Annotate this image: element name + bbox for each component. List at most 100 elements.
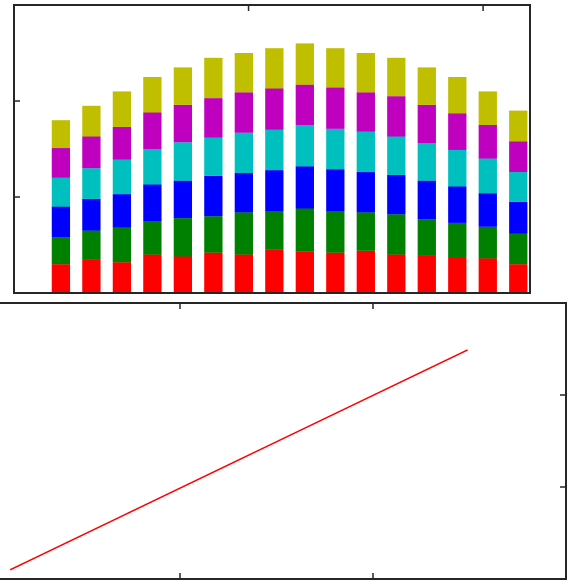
bar-segment	[143, 184, 162, 221]
bar-segment	[478, 91, 497, 125]
bar-segment	[387, 136, 406, 175]
bar-segment	[478, 226, 497, 259]
bar-segment	[509, 264, 528, 293]
bar-segment	[234, 173, 254, 213]
axes-frame	[13, 4, 531, 294]
bar-segment	[82, 259, 101, 293]
panel	[0, 302, 567, 580]
bar-segment	[417, 143, 436, 181]
plot-area	[9, 349, 468, 571]
bar-segment	[356, 53, 375, 93]
bar-segment	[204, 216, 223, 253]
bar-segment	[448, 257, 467, 293]
panel	[13, 4, 531, 294]
bar-segment	[204, 175, 223, 217]
bar-segment	[356, 250, 375, 293]
bar-segment	[143, 149, 162, 185]
bar-segment	[51, 206, 71, 238]
bar-segment	[143, 221, 162, 255]
bar-segment	[387, 254, 406, 293]
bar-segment	[143, 112, 162, 149]
bar-segment	[51, 177, 71, 207]
bar-segment	[51, 120, 71, 149]
bar-segment	[51, 264, 71, 293]
plot-area	[51, 43, 528, 293]
bar-segment	[265, 48, 284, 89]
bar-segment	[173, 142, 193, 181]
bar-segment	[234, 254, 254, 293]
bar-segment	[265, 88, 284, 130]
bar-segment	[82, 105, 101, 137]
bar-segment	[173, 256, 193, 293]
bar-segment	[509, 201, 528, 234]
bar-segment	[204, 98, 223, 138]
bar-segment	[295, 251, 314, 293]
bar-segment	[295, 125, 314, 167]
bar-segment	[417, 255, 436, 293]
bar-segment	[112, 227, 132, 263]
bar-segment	[295, 208, 314, 252]
bar-segment	[509, 172, 528, 202]
bar-segment	[326, 252, 345, 293]
bar-segment	[265, 211, 284, 250]
bar-segment	[173, 180, 193, 219]
bar-segment	[356, 172, 375, 213]
bar-segment	[82, 198, 101, 231]
bar-segment	[112, 262, 132, 293]
bar-segment	[417, 104, 436, 144]
bar-segment	[234, 92, 254, 133]
bar-segment	[173, 104, 193, 143]
bar-segment	[82, 136, 101, 169]
bar-segment	[448, 222, 467, 258]
bar-segment	[478, 158, 497, 194]
bar-segment	[509, 110, 528, 142]
bar-segment	[295, 166, 314, 209]
line	[9, 349, 468, 571]
bar-segment	[112, 91, 132, 127]
bar-segment	[204, 57, 223, 99]
bar-segment	[448, 113, 467, 150]
axes-frame	[0, 302, 567, 580]
bar-segment	[387, 96, 406, 137]
bar-segment	[478, 258, 497, 293]
bar-segment	[265, 249, 284, 293]
bar-segment	[448, 77, 467, 114]
bar-segment	[265, 170, 284, 212]
bar-segment	[448, 186, 467, 223]
bar-segment	[478, 125, 497, 159]
bar-segment	[204, 137, 223, 176]
bar-segment	[387, 174, 406, 215]
bar-segment	[234, 132, 254, 173]
bar-segment	[387, 57, 406, 97]
bar-segment	[82, 168, 101, 199]
bar-segment	[82, 230, 101, 260]
bar-segment	[356, 212, 375, 251]
bar-segment	[112, 194, 132, 228]
bar-segment	[417, 219, 436, 256]
bar-segment	[356, 92, 375, 132]
bar-segment	[509, 141, 528, 173]
bar-segment	[51, 237, 71, 265]
bar-segment	[295, 43, 314, 85]
bar-segment	[326, 48, 345, 88]
bar-segment	[417, 67, 436, 105]
bar-segment	[326, 128, 345, 170]
bar-segment	[417, 180, 436, 220]
bar-segment	[51, 148, 71, 178]
bar-segment	[173, 218, 193, 257]
bar-segment	[295, 84, 314, 125]
bar-segment	[326, 87, 345, 129]
bar-segment	[143, 77, 162, 113]
bar-segment	[326, 211, 345, 253]
bar-segment	[143, 254, 162, 293]
bar-segment	[509, 233, 528, 265]
bar-segment	[356, 131, 375, 173]
bar-segment	[234, 212, 254, 255]
bar-segment	[448, 149, 467, 187]
bar-segment	[326, 169, 345, 212]
bar-segment	[112, 159, 132, 195]
bar-segment	[387, 214, 406, 255]
bar-segment	[112, 126, 132, 160]
